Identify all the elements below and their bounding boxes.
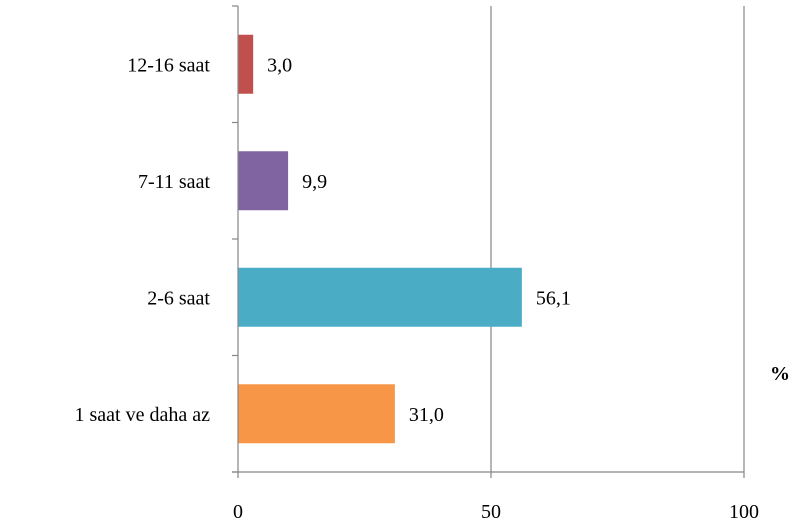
data-label: 9,9 <box>302 171 327 193</box>
axes <box>232 5 745 478</box>
bar-12-16-saat <box>238 34 254 94</box>
data-label: 31,0 <box>409 404 444 426</box>
x-tick-label: 0 <box>233 501 243 523</box>
category-label: 12-16 saat <box>127 54 210 76</box>
gridlines <box>490 6 745 472</box>
category-label: 7-11 saat <box>138 171 210 193</box>
bar-7-11-saat <box>238 151 289 211</box>
x-tick-label: 100 <box>729 501 759 523</box>
unit-label: % <box>770 363 790 385</box>
category-label: 2-6 saat <box>147 287 210 309</box>
bar-2-6-saat <box>238 267 522 327</box>
category-label: 1 saat ve daha az <box>75 404 211 426</box>
data-label: 56,1 <box>536 287 571 309</box>
bar-1-saat-ve-daha-az <box>238 384 395 444</box>
labels: 1 saat ve daha az 2-6 saat 7-11 saat 12-16 … <box>75 54 759 523</box>
x-tick-label: 50 <box>481 501 501 523</box>
bars <box>238 34 522 444</box>
data-label: 3,0 <box>267 54 292 76</box>
